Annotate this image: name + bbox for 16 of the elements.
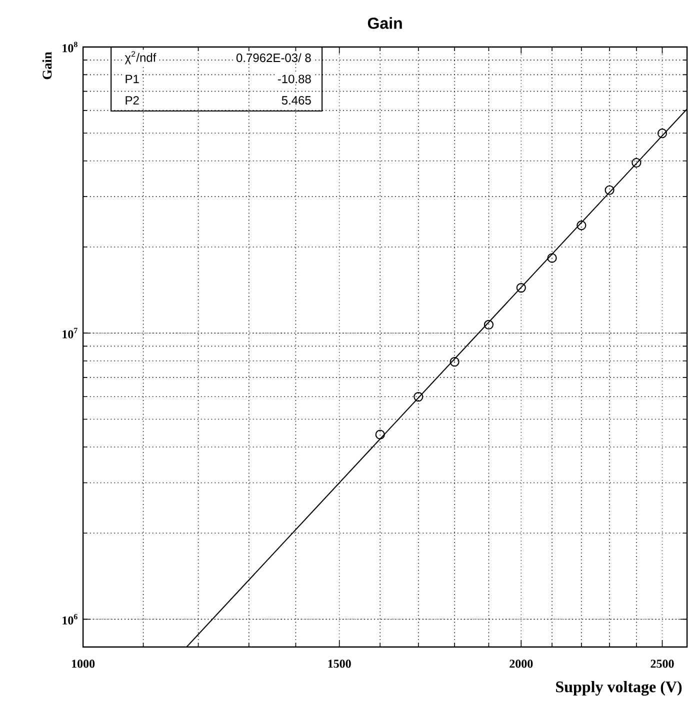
x-tick-label: 2500 bbox=[650, 660, 674, 668]
annotation: χ$^{2}$/ndf bbox=[124, 51, 156, 64]
annotation: 0.7962E-03/ 8 bbox=[236, 53, 311, 62]
y-axis-title: Gain bbox=[42, 52, 52, 80]
x-tick-label: 1000 bbox=[72, 660, 95, 668]
x-tick-label: 2000 bbox=[510, 660, 533, 668]
y-tick-label: 10$^{7}$ bbox=[62, 328, 78, 338]
x-axis-title: Supply voltage (V) bbox=[556, 681, 682, 696]
chart-title: Gain bbox=[368, 17, 402, 29]
annotation: P1 bbox=[126, 74, 139, 84]
annotation: P2 bbox=[126, 96, 139, 104]
annotation: -10.88 bbox=[278, 74, 311, 84]
y-tick-label: 10$^{6}$ bbox=[62, 614, 78, 625]
x-tick-label: 1500 bbox=[328, 660, 351, 668]
annotation: 5.465 bbox=[282, 96, 311, 105]
y-tick-label: 10$^{8}$ bbox=[62, 42, 78, 52]
